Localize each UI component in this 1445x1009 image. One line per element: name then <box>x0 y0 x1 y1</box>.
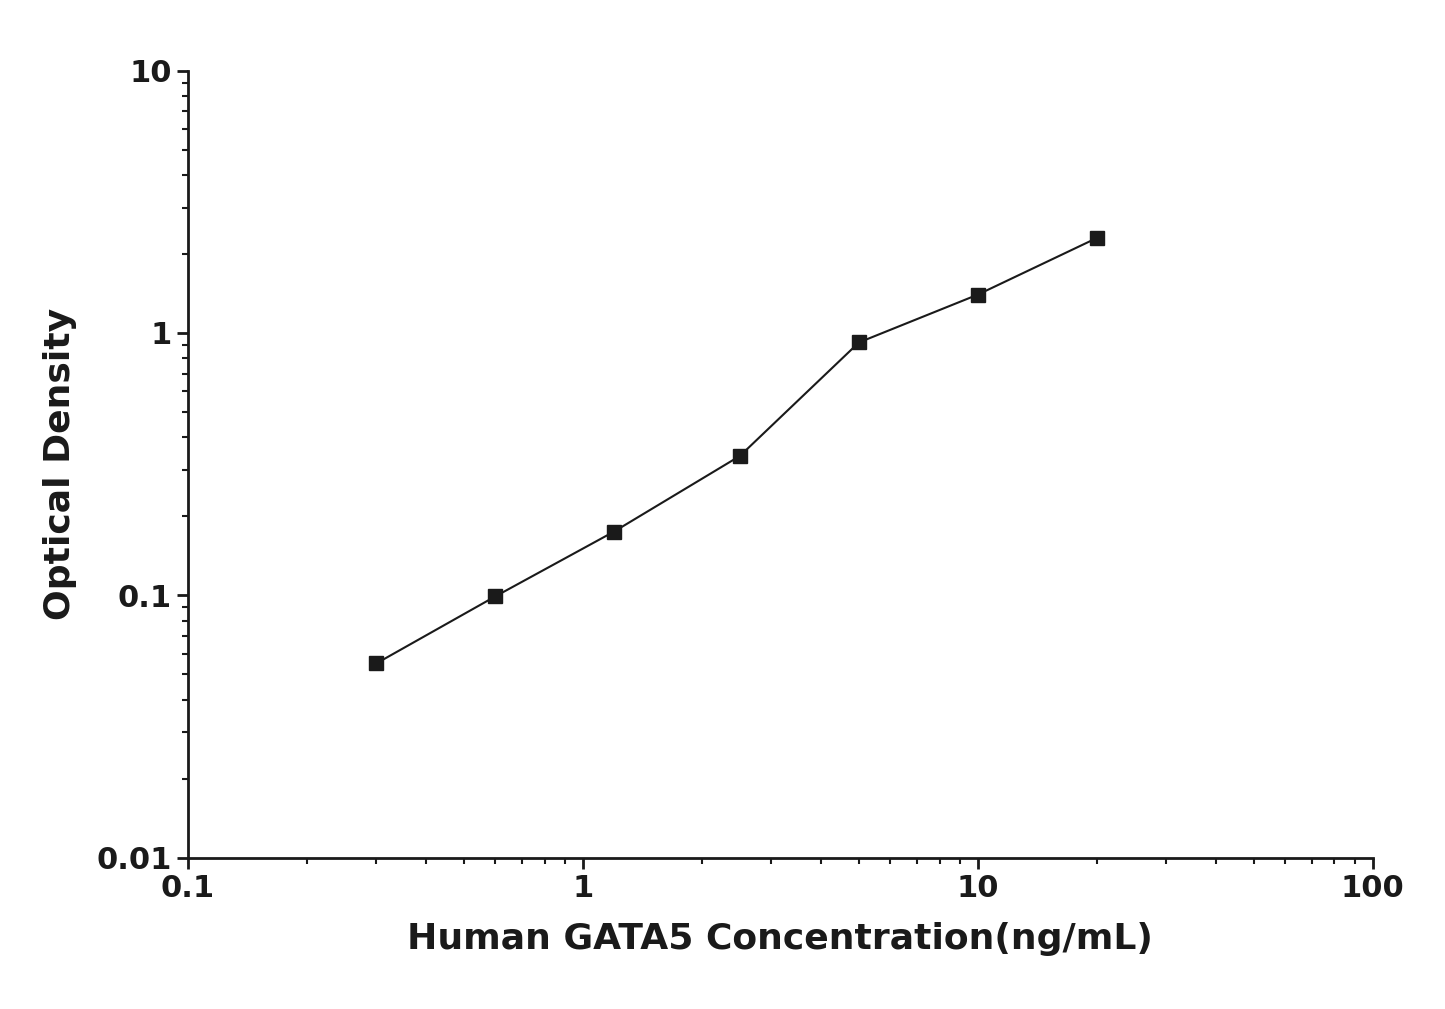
Y-axis label: Optical Density: Optical Density <box>43 308 77 621</box>
X-axis label: Human GATA5 Concentration(ng/mL): Human GATA5 Concentration(ng/mL) <box>407 922 1153 957</box>
